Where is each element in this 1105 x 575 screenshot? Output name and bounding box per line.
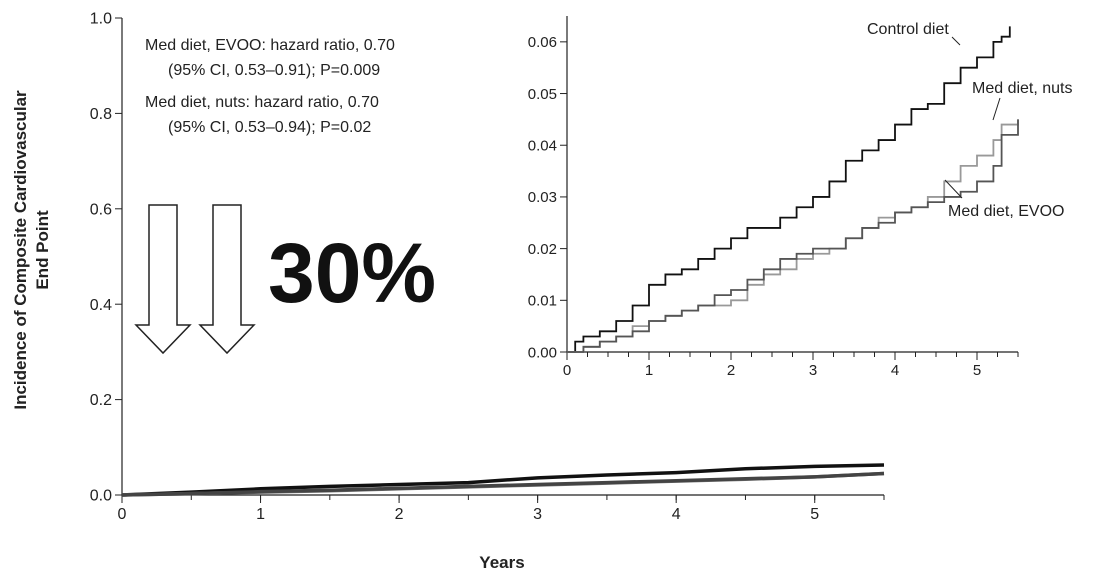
inset-y-tick-label: 0.02 (528, 241, 557, 258)
series-label-control-diet: Control diet (867, 21, 949, 38)
main-y-tick-label: 0.4 (90, 297, 112, 314)
inset-chart: 0 1 2 3 4 5 0.00 0.01 0.02 0.03 0.04 0.05 0.06 Contr… (505, 10, 1105, 392)
hazard-annotation-line-4: (95% CI, 0.53–0.94); P=0.02 (168, 119, 371, 136)
main-x-tick-label: 2 (395, 506, 404, 523)
main-series-line-control-diet (121, 463, 885, 497)
down-arrow-icon-2 (198, 204, 256, 355)
series-label-leader (992, 97, 1001, 121)
inset-x-tick-label: 4 (891, 362, 899, 379)
main-y-tick-label: 0.2 (90, 392, 112, 409)
main-x-tick-label: 5 (810, 506, 819, 523)
inset-y-tick-label: 0.00 (528, 344, 557, 361)
inset-ticks: 0 1 2 3 4 5 0.00 0.01 0.02 0.03 0.04 0.05 0.06 (528, 34, 1019, 379)
inset-y-tick-label: 0.03 (528, 189, 557, 206)
main-y-tick-label: 0.6 (90, 201, 112, 218)
inset-y-tick-label: 0.05 (528, 86, 557, 103)
inset-x-tick-label: 2 (727, 362, 735, 379)
hazard-annotation-line-2: (95% CI, 0.53–0.91); P=0.009 (168, 62, 380, 79)
inset-background (505, 10, 1105, 392)
inset-series-lines (567, 26, 1019, 353)
y-axis-label-line-2: End Point (33, 210, 52, 290)
inset-x-tick-label: 0 (563, 362, 571, 379)
main-x-tick-label: 4 (672, 506, 681, 523)
inset-x-tick-label: 5 (973, 362, 981, 379)
main-y-tick-label: 0.0 (90, 488, 112, 505)
main-x-tick-label: 3 (533, 506, 542, 523)
inset-series-line-med-diet-evoo (567, 119, 1019, 353)
series-label-med-diet-evoo: Med diet, EVOO (948, 203, 1065, 220)
hazard-annotation-line-3: Med diet, nuts: hazard ratio, 0.70 (145, 94, 379, 111)
series-label-med-diet-nuts: Med diet, nuts (972, 80, 1073, 97)
main-series-line-med-diet-evoo (121, 471, 885, 497)
reduction-percent-label: 30% (268, 226, 436, 320)
series-label-leader (951, 36, 961, 46)
main-series-lines (121, 463, 885, 497)
inset-x-tick-label: 3 (809, 362, 817, 379)
main-x-tick-label: 1 (256, 506, 265, 523)
main-y-tick-label: 0.8 (90, 106, 112, 123)
down-arrow-icon-1 (134, 204, 192, 355)
inset-y-tick-label: 0.04 (528, 137, 557, 154)
inset-x-tick-label: 1 (645, 362, 653, 379)
series-label-leader (944, 179, 963, 199)
main-axes (121, 18, 884, 496)
main-y-tick-label: 1.0 (90, 11, 112, 28)
y-axis-label-line-1: Incidence of Composite Cardiovascular (11, 90, 30, 410)
inset-y-tick-label: 0.01 (528, 293, 557, 310)
inset-series-line-control-diet (567, 26, 1011, 353)
hazard-annotation-line-1: Med diet, EVOO: hazard ratio, 0.70 (145, 37, 395, 54)
inset-y-tick-label: 0.06 (528, 34, 557, 51)
x-axis-label: Years (479, 553, 524, 572)
main-chart: 0 1 2 3 4 5 0.0 0.2 0.4 0.6 0.8 1.0 Incidence of Co… (11, 11, 885, 572)
main-x-tick-label: 0 (118, 506, 127, 523)
main-ticks: 0 1 2 3 4 5 0.0 0.2 0.4 0.6 0.8 1.0 (90, 11, 885, 523)
